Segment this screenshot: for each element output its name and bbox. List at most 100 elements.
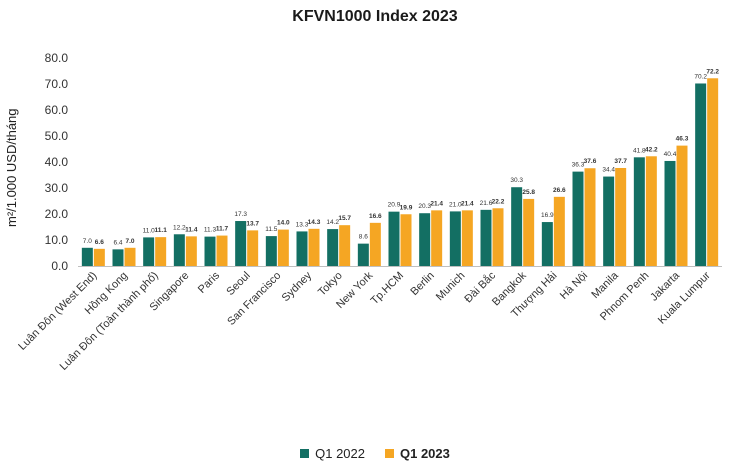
data-label: 12.2	[173, 224, 186, 231]
y-tick-label: 40.0	[45, 155, 69, 169]
data-label: 16.6	[369, 213, 382, 220]
bar-q1-2022-luan-don-toan-thanh-pho	[143, 237, 155, 266]
bar-q1-2023-jakarta	[676, 145, 688, 266]
x-tick-label: Hà Nội	[558, 270, 590, 302]
data-label: 72.2	[706, 68, 719, 75]
data-label: 6.6	[95, 239, 104, 246]
data-label: 41.8	[633, 147, 646, 154]
data-label: 15.7	[338, 215, 351, 222]
bar-q1-2022-paris	[204, 236, 216, 266]
data-label: 13.3	[296, 221, 309, 228]
x-tick-label: Paris	[196, 269, 223, 296]
y-tick-label: 50.0	[45, 129, 69, 143]
data-label: 30.3	[510, 177, 523, 184]
data-label: 34.4	[602, 167, 615, 174]
legend-label-q1-2022: Q1 2022	[315, 446, 365, 461]
y-tick-label: 20.0	[45, 207, 69, 221]
bar-q1-2022-berlin	[419, 213, 431, 266]
bar-q1-2023-dai-bac	[492, 208, 504, 266]
data-label: 22.2	[492, 198, 505, 205]
bar-q1-2022-new-york	[357, 243, 369, 266]
data-label: 14.3	[308, 219, 321, 226]
data-label: 19.9	[400, 204, 413, 211]
y-tick-label: 10.0	[45, 233, 69, 247]
bar-q1-2023-thuong-hai	[553, 196, 565, 266]
data-label: 21.0	[449, 201, 462, 208]
bar-q1-2023-seoul	[247, 230, 259, 266]
bar-q1-2023-sydney	[308, 228, 320, 266]
bar-q1-2022-seoul	[235, 221, 247, 266]
y-tick-label: 0.0	[51, 259, 68, 273]
bar-q1-2023-bangkok	[523, 198, 535, 266]
bar-q1-2022-phnom-penh	[633, 157, 645, 266]
data-label: 70.2	[694, 73, 707, 80]
bar-q1-2022-sydney	[296, 231, 308, 266]
data-label: 11.1	[155, 227, 168, 234]
x-tick-label: Seoul	[224, 270, 252, 298]
bar-q1-2023-tokyo	[339, 225, 351, 266]
bar-q1-2023-singapore	[185, 236, 197, 266]
bar-q1-2023-munich	[461, 210, 473, 266]
data-label: 6.4	[113, 239, 122, 246]
data-label: 11.7	[216, 226, 229, 233]
bar-q1-2023-new-york	[369, 222, 381, 266]
bar-q1-2022-dai-bac	[480, 209, 492, 266]
data-label: 11.4	[185, 226, 198, 233]
x-tick-label: Tp.HCM	[369, 270, 406, 307]
data-label: 7.0	[125, 238, 134, 245]
data-label: 21.6	[480, 200, 493, 207]
data-label: 21.4	[461, 200, 474, 207]
bar-q1-2022-san-francisco	[265, 236, 277, 266]
bar-q1-2022-munich	[449, 211, 461, 266]
data-label: 11.0	[143, 227, 156, 234]
data-label: 37.6	[584, 158, 597, 165]
bar-q1-2023-ha-noi	[584, 168, 596, 266]
bar-q1-2023-manila	[615, 167, 627, 266]
data-label: 20.9	[388, 202, 401, 209]
y-tick-label: 80.0	[45, 51, 69, 65]
data-label: 21.4	[430, 200, 443, 207]
data-label: 25.8	[522, 189, 535, 196]
bar-q1-2022-manila	[603, 176, 615, 266]
data-label: 14.2	[326, 219, 339, 226]
bar-q1-2023-san-francisco	[277, 229, 289, 266]
data-label: 11.5	[265, 226, 278, 233]
data-label: 36.3	[572, 162, 585, 169]
x-tick-label: San Francisco	[225, 270, 283, 328]
bar-q1-2023-luan-don-west-end	[93, 248, 105, 266]
data-label: 17.3	[234, 211, 247, 218]
x-tick-label: Tokyo	[316, 270, 345, 299]
data-label: 37.7	[614, 158, 627, 165]
bar-q1-2023-berlin	[431, 210, 443, 266]
data-label: 16.9	[541, 212, 554, 219]
data-label: 8.6	[359, 234, 368, 241]
chart-title: KFVN1000 Index 2023	[292, 8, 458, 25]
data-label: 42.2	[645, 146, 658, 153]
bar-q1-2022-tp-hcm	[388, 211, 400, 266]
y-tick-label: 30.0	[45, 181, 69, 195]
bar-q1-2022-luan-don-west-end	[81, 247, 93, 266]
bar-q1-2022-jakarta	[664, 160, 676, 266]
bar-q1-2023-luan-don-toan-thanh-pho	[155, 237, 167, 266]
legend-item-q1-2022: Q1 2022	[300, 446, 365, 461]
bar-q1-2022-tokyo	[327, 229, 339, 266]
data-label: 14.0	[277, 220, 290, 227]
bar-q1-2023-kuala-lumpur	[707, 78, 719, 266]
legend: Q1 2022 Q1 2023	[0, 446, 750, 461]
legend-label-q1-2023: Q1 2023	[400, 446, 450, 461]
data-label: 11.3	[204, 227, 217, 234]
bar-q1-2023-tp-hcm	[400, 214, 412, 266]
x-tick-label: Sydney	[280, 269, 315, 304]
legend-swatch-q1-2023	[385, 449, 394, 458]
bar-q1-2022-ha-noi	[572, 171, 584, 266]
y-tick-label: 60.0	[45, 103, 69, 117]
legend-item-q1-2023: Q1 2023	[385, 446, 450, 461]
y-tick-label: 70.0	[45, 77, 69, 91]
data-label: 13.7	[246, 220, 259, 227]
bar-q1-2023-hong-kong	[124, 247, 136, 266]
bar-q1-2022-bangkok	[511, 187, 523, 266]
x-tick-label: Berlin	[408, 270, 436, 298]
data-label: 46.3	[676, 136, 689, 143]
bar-q1-2022-singapore	[173, 234, 185, 266]
